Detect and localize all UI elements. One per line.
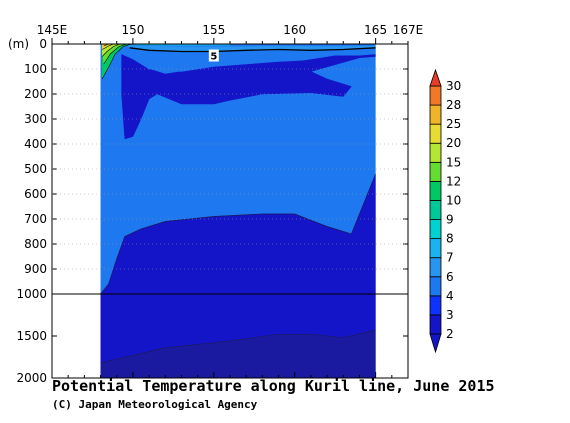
colorbar-band: [429, 142, 442, 163]
colorbar-max-arrow: [429, 68, 442, 87]
y-tick-label: 500: [24, 162, 47, 176]
colorbar-band: [429, 161, 442, 182]
colorbar-label: 9: [446, 213, 454, 227]
y-tick-label: 100: [24, 62, 47, 76]
colorbar: 2 3 4 6 7 8 9 10 12 15 20 25 28 30: [429, 68, 461, 354]
x-tick-label: 145E: [37, 23, 68, 37]
colorbar-label: 25: [446, 117, 461, 131]
y-tick-label: 800: [24, 237, 47, 251]
contour-edge-coastal-warm-1: [101, 44, 132, 80]
contour-label-bg: [208, 49, 219, 62]
contour-edge-coastal-warm-4: [102, 44, 114, 50]
colorbar-label: 3: [446, 308, 454, 322]
y-tick-label: 200: [24, 87, 47, 101]
y-tick-label: 1500: [16, 329, 47, 343]
contour-isotherm-5: [129, 47, 376, 53]
y-tick-label: 700: [24, 212, 47, 226]
contour-lines: [100, 44, 376, 364]
y-tick-label: 2000: [16, 371, 47, 385]
colorbar-min-arrow: [429, 333, 442, 354]
colorbar-band: [429, 276, 442, 297]
x-tick-label: 167E: [393, 23, 424, 37]
chart-title: Potential Temperature along Kuril line, …: [52, 377, 495, 395]
x-tick-label: 150: [121, 23, 144, 37]
x-axis: 145E 150 155 160 165 167E: [37, 23, 424, 378]
contour-edge-coastal-warm-5: [102, 44, 109, 47]
colorbar-band: [429, 200, 442, 220]
colorbar-label: 8: [446, 232, 454, 246]
colorbar-label: 12: [446, 174, 461, 188]
colorbar-band: [429, 257, 442, 278]
colorbar-band: [429, 295, 442, 316]
colorbar-label: 7: [446, 251, 454, 265]
y-tick-label: 600: [24, 187, 47, 201]
colorbar-band: [429, 219, 442, 240]
contour-isotherm-2: [100, 329, 376, 364]
colorbar-band: [429, 85, 442, 106]
y-tick-label: 1000: [16, 287, 47, 301]
colorbar-band: [429, 180, 442, 201]
y-tick-label: 400: [24, 137, 47, 151]
y-axis: (m) 0 100 200 300 400 500 600 700 800 900 1000 1500 2…: [8, 37, 408, 385]
colorbar-label: 4: [446, 289, 454, 303]
colorbar-label: 30: [446, 79, 461, 93]
colorbar-label: 6: [446, 270, 454, 284]
y-tick-label: 300: [24, 112, 47, 126]
contour-edge-coastal-warm-2: [102, 44, 127, 65]
contour-label: 5: [210, 52, 217, 63]
x-tick-label: 160: [283, 23, 306, 37]
x-tick-label: 165: [364, 23, 387, 37]
colorbar-label: 15: [446, 155, 461, 169]
colorbar-band: [429, 314, 442, 335]
colorbar-band: [429, 123, 442, 144]
colorbar-band: [429, 238, 442, 259]
contour-isotherm-3: [100, 173, 376, 295]
colorbar-label: 28: [446, 98, 461, 112]
y-tick-label: 900: [24, 262, 47, 276]
y-axis-unit: (m): [8, 37, 29, 51]
contour-edge-coastal-warm-3: [101, 44, 121, 57]
chart-credit: (C) Japan Meteorological Agency: [52, 398, 258, 411]
colorbar-label: 2: [446, 327, 454, 341]
colorbar-label: 10: [446, 193, 461, 207]
colorbar-band: [429, 104, 442, 125]
colorbar-label: 20: [446, 136, 461, 150]
x-tick-label: 155: [202, 23, 225, 37]
contour-labels: 5: [208, 49, 219, 63]
y-tick-label: 0: [39, 37, 47, 51]
